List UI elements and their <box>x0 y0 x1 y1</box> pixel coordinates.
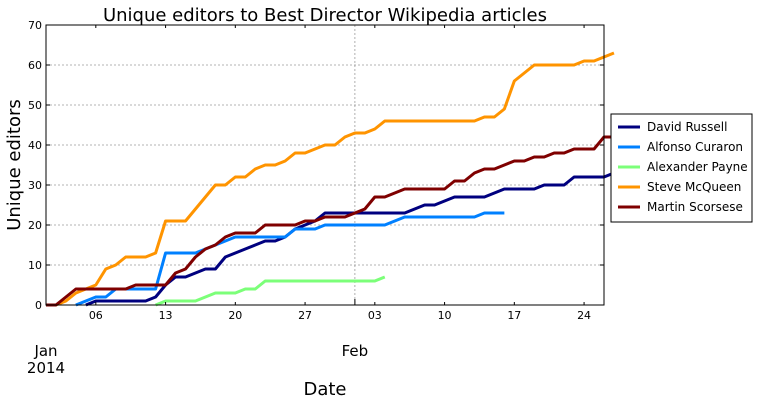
series-line <box>46 135 614 307</box>
x-major-tick-label: Feb <box>342 342 369 360</box>
series-line <box>85 171 615 307</box>
x-major-tick-sublabel: 2014 <box>27 359 65 377</box>
x-minor-tick-label: 27 <box>298 309 312 322</box>
legend-entry: Martin Scorsese <box>647 200 743 214</box>
x-minor-tick-label: 06 <box>89 309 103 322</box>
y-tick-label: 0 <box>35 299 42 312</box>
x-minor-tick-label: 10 <box>438 309 452 322</box>
series-lines <box>46 51 615 307</box>
x-major-tick-label: Jan <box>33 342 57 360</box>
x-minor-tick-label: 20 <box>228 309 242 322</box>
x-minor-tick-label: 17 <box>507 309 521 322</box>
y-tick-label: 40 <box>28 139 42 152</box>
y-tick-label: 10 <box>28 259 42 272</box>
legend: David Russell Alfonso Curaron Alexander Pa… <box>610 113 753 223</box>
y-tick-label: 60 <box>28 59 42 72</box>
x-minor-tick-label: 13 <box>159 309 173 322</box>
grid-lines <box>46 25 604 305</box>
legend-entry: Steve McQueen <box>647 180 741 194</box>
x-minor-tick-label: 24 <box>577 309 591 322</box>
y-tick-label: 20 <box>28 219 42 232</box>
legend-entry: Alfonso Curaron <box>647 140 743 154</box>
legend-entry: David Russell <box>647 120 727 134</box>
y-tick-label: 50 <box>28 99 42 112</box>
plot-frame <box>45 24 605 306</box>
series-line <box>155 275 386 307</box>
y-axis-label: Unique editors <box>4 99 25 231</box>
series-line <box>75 211 505 307</box>
x-minor-tick-label: 03 <box>368 309 382 322</box>
chart-title: Unique editors to Best Director Wikipedi… <box>103 5 547 26</box>
series-line <box>55 51 615 307</box>
y-tick-label: 70 <box>28 19 42 32</box>
y-tick-label: 30 <box>28 179 42 192</box>
legend-entry: Alexander Payne <box>647 160 748 174</box>
x-axis-label: Date <box>303 379 346 400</box>
